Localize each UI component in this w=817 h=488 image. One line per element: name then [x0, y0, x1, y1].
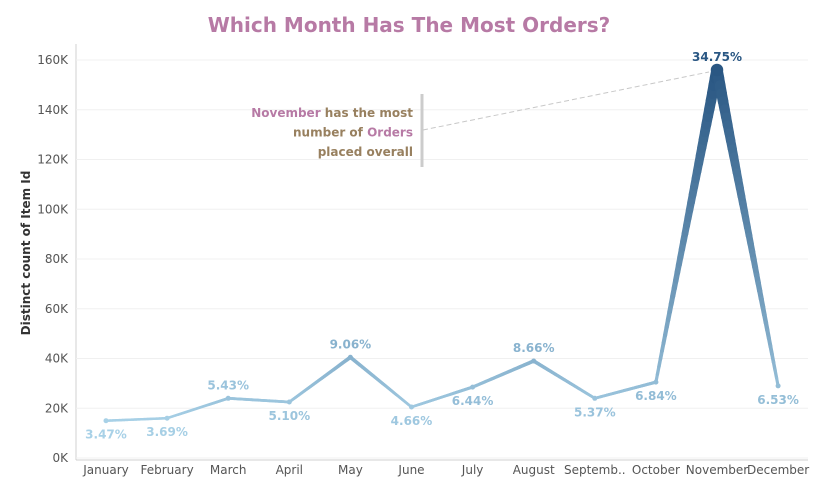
x-tick-label: January — [82, 463, 129, 477]
annotation-line: number of Orders — [293, 126, 413, 140]
data-point — [164, 415, 170, 421]
y-tick-label: 80K — [45, 252, 69, 266]
data-label: 9.06% — [330, 337, 372, 351]
data-label: 4.66% — [391, 414, 433, 428]
data-points — [103, 63, 781, 424]
x-tick-label: February — [141, 463, 194, 477]
chart-title: Which Month Has The Most Orders? — [208, 13, 611, 37]
data-point — [531, 358, 537, 364]
data-point — [470, 384, 476, 390]
data-point — [653, 379, 659, 385]
data-label: 3.47% — [85, 428, 127, 442]
y-tick-label: 140K — [37, 103, 69, 117]
x-tick-label: December — [747, 463, 809, 477]
y-axis-label: Distinct count of Item Id — [19, 171, 33, 336]
x-tick-label: May — [338, 463, 363, 477]
y-tick-label: 0K — [52, 451, 69, 465]
data-label: 6.53% — [757, 393, 799, 407]
data-point — [775, 383, 781, 389]
annotation-connector — [422, 71, 710, 131]
y-tick-label: 20K — [45, 401, 69, 415]
data-point — [592, 395, 598, 401]
y-tick-label: 40K — [45, 352, 69, 366]
annotation-line: placed overall — [318, 145, 413, 159]
data-label: 6.84% — [635, 389, 677, 403]
y-tick-label: 120K — [37, 153, 69, 167]
series-line — [104, 64, 780, 422]
data-label: 5.43% — [207, 378, 249, 392]
data-point — [409, 404, 414, 410]
annotation: November has the most number of Orders pla… — [251, 71, 710, 167]
gridlines — [75, 44, 808, 461]
x-tick-label: March — [210, 463, 247, 477]
annotation-text: placed overall — [318, 145, 413, 159]
annotation-text: number of — [293, 126, 367, 140]
data-point — [286, 399, 292, 405]
data-point — [225, 395, 231, 401]
data-label: 5.37% — [574, 405, 616, 419]
annotation-line: November has the most — [251, 106, 413, 120]
data-point — [347, 354, 353, 360]
y-tick-label: 100K — [37, 202, 69, 216]
x-tick-label: August — [513, 463, 555, 477]
x-tick-label: November — [686, 463, 748, 477]
data-point — [103, 418, 109, 424]
annotation-text: November — [251, 106, 320, 120]
data-label: 3.69% — [146, 425, 188, 439]
data-labels: 3.47% 3.69% 5.43% 5.10% 9.06% 4.66% 6.44% 8.66%… — [85, 50, 799, 442]
x-axis-ticks: January February March April May June July Augu… — [82, 463, 809, 477]
y-tick-label: 160K — [37, 53, 69, 67]
data-label: 8.66% — [513, 341, 555, 355]
y-axis-ticks: 0K 20K 40K 60K 80K 100K 120K 140K 160K — [37, 53, 69, 465]
x-tick-label: October — [632, 463, 680, 477]
x-tick-label: Septemb.. — [564, 463, 626, 477]
y-tick-label: 60K — [45, 302, 69, 316]
data-label: 5.10% — [268, 409, 310, 423]
x-tick-label: June — [397, 463, 424, 477]
data-label: 34.75% — [692, 50, 742, 64]
data-label: 6.44% — [452, 394, 494, 408]
x-tick-label: April — [276, 463, 303, 477]
x-tick-label: July — [461, 463, 484, 477]
annotation-text: has the most — [321, 106, 414, 120]
data-point — [710, 63, 724, 77]
annotation-text: Orders — [367, 126, 413, 140]
